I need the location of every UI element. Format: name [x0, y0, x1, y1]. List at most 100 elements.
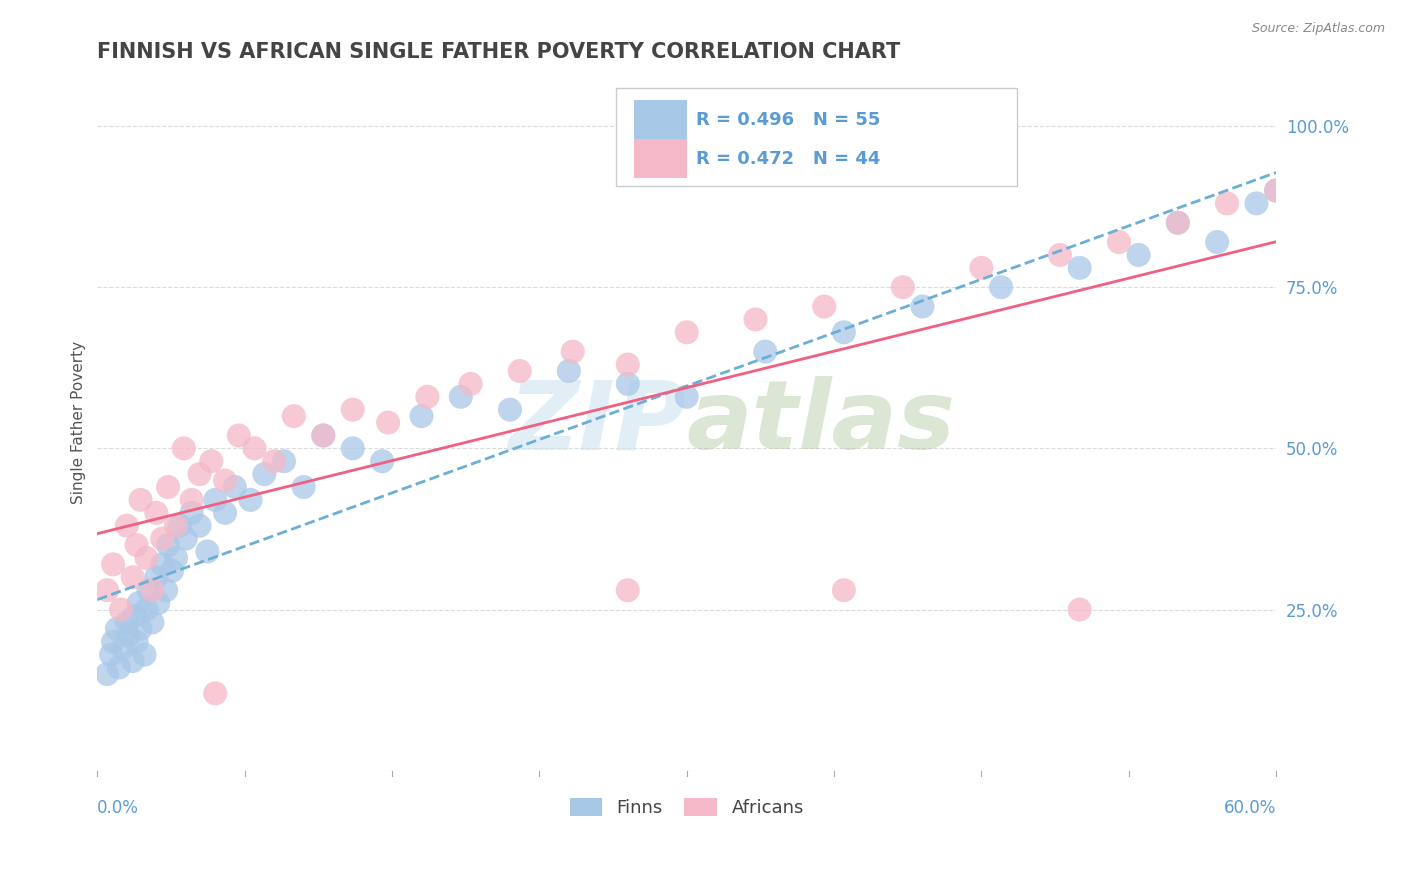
Point: [118, 628, 141, 642]
Text: R = 0.472   N = 44: R = 0.472 N = 44: [696, 150, 880, 168]
Point: [135, 602, 157, 616]
Point: [160, 564, 183, 578]
Point: [115, 518, 138, 533]
Point: [155, 583, 177, 598]
Point: [121, 654, 143, 668]
Point: [157, 480, 180, 494]
Point: [125, 538, 148, 552]
Point: [134, 648, 156, 662]
Point: [180, 506, 202, 520]
Point: [832, 326, 855, 340]
Point: [558, 364, 581, 378]
Point: [200, 454, 222, 468]
Point: [100, 648, 122, 662]
Point: [188, 467, 211, 482]
Point: [228, 428, 250, 442]
Point: [1128, 248, 1150, 262]
Point: [204, 686, 226, 700]
Point: [96, 583, 118, 598]
Point: [141, 583, 163, 598]
Point: [1265, 184, 1288, 198]
Point: [96, 667, 118, 681]
Point: [101, 634, 124, 648]
Point: [283, 409, 305, 423]
Point: [617, 358, 640, 372]
Point: [165, 550, 187, 565]
Point: [165, 518, 187, 533]
Text: 0.0%: 0.0%: [97, 798, 139, 816]
Point: [124, 609, 146, 624]
Point: [128, 596, 150, 610]
Point: [141, 615, 163, 630]
Point: [148, 596, 170, 610]
Point: [617, 376, 640, 391]
Text: Source: ZipAtlas.com: Source: ZipAtlas.com: [1251, 22, 1385, 36]
Point: [754, 344, 776, 359]
Legend: Finns, Africans: Finns, Africans: [562, 790, 811, 824]
Point: [150, 532, 173, 546]
Point: [342, 402, 364, 417]
Point: [129, 622, 152, 636]
Point: [1206, 235, 1229, 249]
Point: [1049, 248, 1071, 262]
Point: [832, 583, 855, 598]
Point: [744, 312, 766, 326]
Point: [169, 518, 191, 533]
Point: [970, 260, 993, 275]
Y-axis label: Single Father Poverty: Single Father Poverty: [72, 341, 86, 504]
Point: [214, 506, 236, 520]
Point: [195, 544, 218, 558]
Point: [129, 492, 152, 507]
Point: [1265, 184, 1288, 198]
Point: [111, 641, 134, 656]
Point: [1108, 235, 1130, 249]
Point: [204, 492, 226, 507]
Point: [1069, 602, 1091, 616]
Point: [1216, 196, 1239, 211]
FancyBboxPatch shape: [634, 139, 686, 178]
Point: [138, 583, 160, 598]
Point: [121, 570, 143, 584]
Point: [292, 480, 315, 494]
Point: [675, 326, 697, 340]
FancyBboxPatch shape: [616, 88, 1017, 186]
FancyBboxPatch shape: [634, 101, 686, 138]
Point: [150, 558, 173, 572]
Point: [617, 583, 640, 598]
Text: FINNISH VS AFRICAN SINGLE FATHER POVERTY CORRELATION CHART: FINNISH VS AFRICAN SINGLE FATHER POVERTY…: [97, 42, 901, 62]
Point: [174, 532, 197, 546]
Point: [273, 454, 295, 468]
Point: [377, 416, 399, 430]
Point: [813, 300, 835, 314]
Text: 60.0%: 60.0%: [1223, 798, 1277, 816]
Point: [101, 558, 124, 572]
Point: [180, 492, 202, 507]
Point: [990, 280, 1012, 294]
Point: [105, 622, 128, 636]
Point: [173, 442, 195, 456]
Point: [110, 602, 132, 616]
Point: [312, 428, 335, 442]
Point: [263, 454, 285, 468]
Point: [675, 390, 697, 404]
Point: [911, 300, 934, 314]
Point: [188, 518, 211, 533]
Text: atlas: atlas: [686, 376, 956, 469]
Point: [243, 442, 266, 456]
Point: [460, 376, 482, 391]
Point: [125, 634, 148, 648]
Point: [115, 615, 138, 630]
Point: [499, 402, 522, 417]
Point: [145, 506, 167, 520]
Point: [371, 454, 394, 468]
Text: ZIP: ZIP: [509, 376, 686, 469]
Point: [157, 538, 180, 552]
Point: [1167, 216, 1189, 230]
Point: [509, 364, 531, 378]
Point: [312, 428, 335, 442]
Point: [108, 660, 131, 674]
Point: [1069, 260, 1091, 275]
Point: [411, 409, 433, 423]
Point: [214, 474, 236, 488]
Point: [891, 280, 914, 294]
